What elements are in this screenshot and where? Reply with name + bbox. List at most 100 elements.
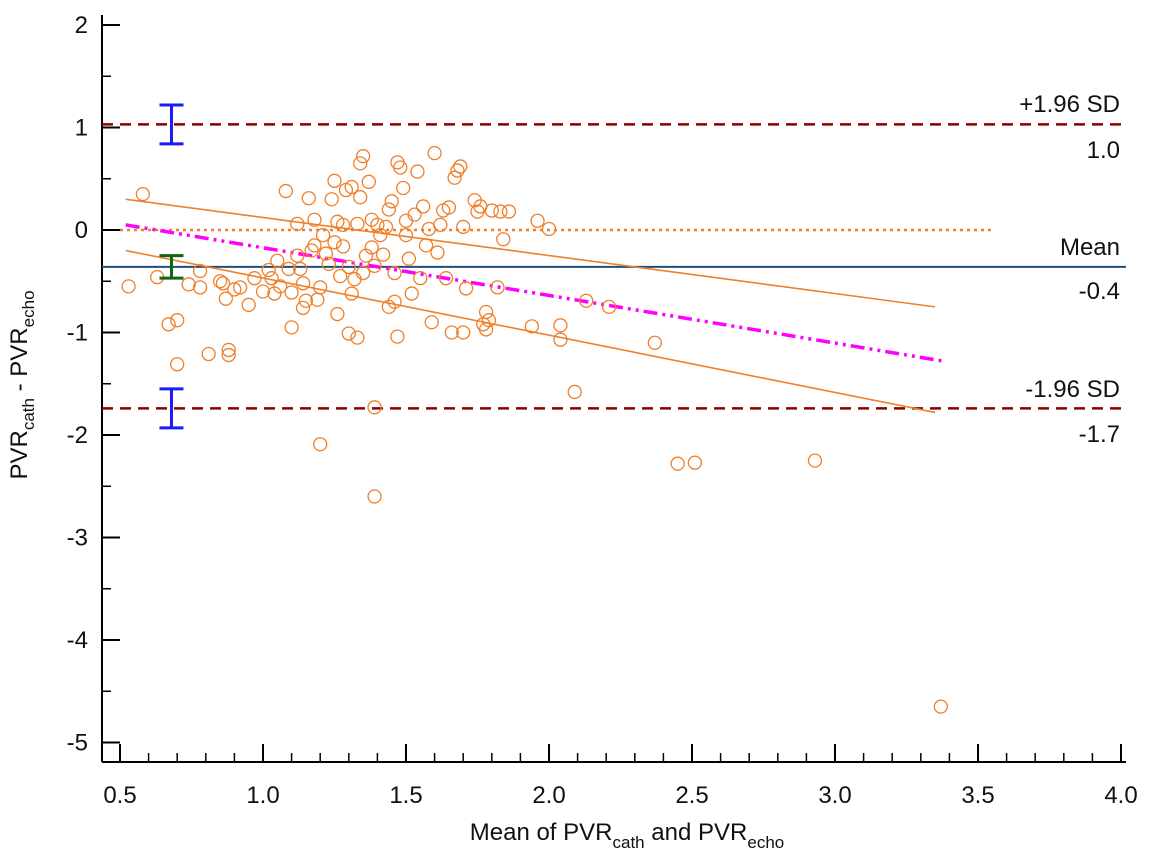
data-point <box>321 256 336 271</box>
data-point <box>344 179 359 195</box>
data-point <box>261 262 276 278</box>
data-point <box>232 280 248 295</box>
data-point <box>327 173 342 188</box>
data-point <box>364 212 379 227</box>
data-point <box>481 313 497 328</box>
data-point <box>212 274 228 289</box>
data-point <box>267 286 282 301</box>
x-title-mid: and PVR <box>645 819 748 846</box>
data-point <box>335 217 351 233</box>
data-point <box>347 272 362 287</box>
data-point <box>553 332 568 347</box>
data-point <box>227 282 242 297</box>
confidence-band-upper <box>125 198 936 308</box>
axes <box>101 15 1126 763</box>
data-point <box>318 246 334 261</box>
reference-lines <box>102 123 1126 414</box>
data-point <box>284 285 299 300</box>
data-point <box>301 191 316 206</box>
data-point <box>290 248 305 263</box>
data-point <box>355 149 371 164</box>
data-point <box>313 280 328 295</box>
data-point <box>456 219 471 235</box>
data-point <box>444 325 459 340</box>
data-point <box>307 238 322 253</box>
y-title-sub-cath: cath <box>19 398 38 430</box>
data-point <box>361 174 376 189</box>
data-point <box>413 271 428 286</box>
data-point <box>424 315 439 330</box>
data-point <box>401 251 417 266</box>
data-point <box>438 271 454 286</box>
data-point <box>530 213 545 228</box>
y-tick-label: -2 <box>67 422 88 449</box>
data-point <box>341 326 356 341</box>
data-point <box>218 291 233 306</box>
data-point <box>364 240 379 255</box>
data-point <box>687 455 703 470</box>
mean-name: Mean <box>1060 234 1120 261</box>
data-point <box>341 259 356 275</box>
y-tick-label: -4 <box>67 627 88 654</box>
data-point <box>324 192 339 207</box>
data-point <box>601 299 617 315</box>
x-tick-label: 4.0 <box>1104 782 1137 809</box>
data-point <box>670 456 685 471</box>
data-point <box>501 204 517 219</box>
data-point <box>333 268 348 284</box>
data-point <box>278 183 294 199</box>
y-tick-label: -1 <box>67 320 88 347</box>
data-point <box>807 453 823 468</box>
data-point <box>375 247 391 262</box>
data-point <box>647 335 662 350</box>
confidence-band-lower <box>125 249 936 414</box>
data-point <box>221 347 236 363</box>
lower-loa-value: -1.7 <box>1079 421 1120 448</box>
data-point <box>478 322 494 337</box>
data-point <box>295 276 311 291</box>
data-point <box>350 216 365 232</box>
y-title-main: PVR <box>6 430 33 479</box>
x-title-main: Mean of PVR <box>470 819 613 846</box>
y-axis-title: PVRcath - PVRecho <box>6 290 38 479</box>
data-point <box>493 204 508 219</box>
data-point <box>181 277 196 292</box>
upper-loa-name: +1.96 SD <box>1019 91 1120 118</box>
data-point <box>353 156 368 171</box>
x-tick-label: 1.5 <box>389 782 422 809</box>
data-point <box>367 400 382 415</box>
x-tick-label: 1.0 <box>246 782 279 809</box>
data-point <box>170 357 185 372</box>
x-axis-title: Mean of PVRcath and PVRecho <box>470 819 784 852</box>
data-point <box>447 170 462 185</box>
data-point <box>496 232 511 247</box>
data-point <box>350 330 365 345</box>
data-point <box>295 300 311 316</box>
data-point <box>121 279 136 294</box>
data-point <box>290 216 305 232</box>
data-point <box>453 159 468 174</box>
data-point <box>524 319 539 334</box>
data-point <box>430 245 445 260</box>
data-point <box>264 271 279 286</box>
data-point <box>490 280 505 295</box>
data-point <box>541 221 557 237</box>
data-point <box>450 163 465 178</box>
x-tick-label: 3.0 <box>818 782 851 809</box>
data-point <box>370 217 385 233</box>
data-point <box>215 276 231 291</box>
data-point <box>398 213 414 228</box>
data-point <box>393 160 408 175</box>
x-tick-label: 2.5 <box>675 782 708 809</box>
data-point <box>433 217 448 233</box>
data-point <box>407 207 422 222</box>
data-point <box>553 318 568 333</box>
data-point <box>293 261 308 277</box>
data-point <box>387 265 402 281</box>
data-point <box>390 329 405 344</box>
y-tick-label: 2 <box>75 12 88 39</box>
data-point <box>458 281 474 296</box>
data-point <box>427 145 442 161</box>
data-point <box>270 253 285 268</box>
data-point <box>135 186 151 202</box>
